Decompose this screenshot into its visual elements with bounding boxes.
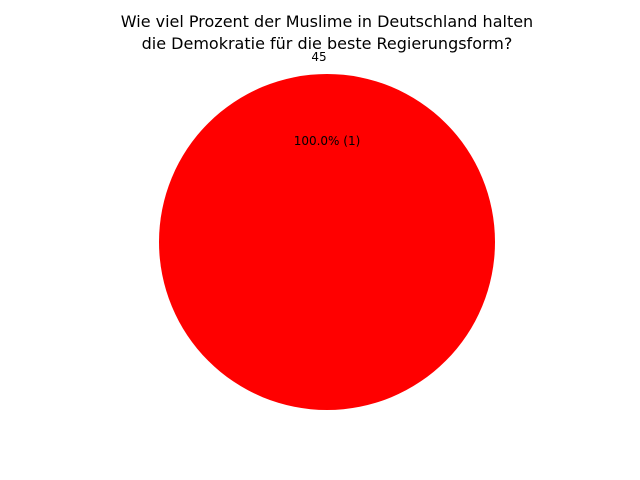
chart-title-line-1: Wie viel Prozent der Muslime in Deutschl… — [121, 12, 533, 31]
pie-slices: 100.0% (1) 45 — [159, 50, 495, 410]
slice-category-label: 45 — [311, 50, 326, 64]
chart-title-line-2: die Demokratie für die beste Regierungsf… — [142, 34, 513, 53]
pie-slice — [159, 74, 495, 410]
slice-percent-label: 100.0% (1) — [294, 134, 361, 148]
